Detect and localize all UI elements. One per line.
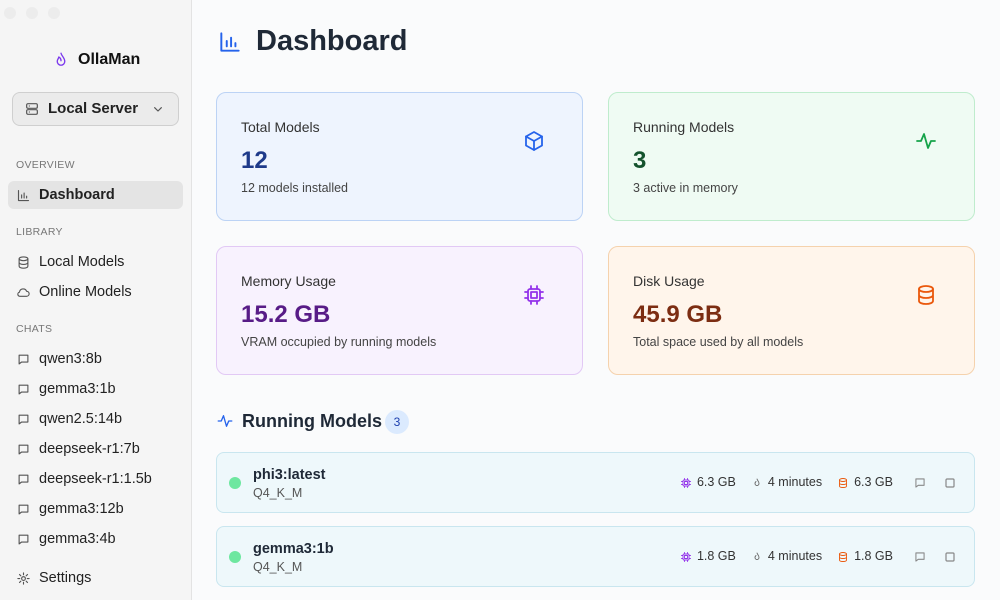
model-meta: 1.8 GB 4 minutes 1.8 GB bbox=[681, 549, 893, 563]
chat-icon bbox=[18, 534, 28, 544]
settings-link[interactable]: Settings bbox=[39, 570, 92, 586]
meta-size: 1.8 GB bbox=[854, 549, 893, 563]
meta-item: 4 minutes bbox=[752, 475, 822, 489]
nav-item[interactable]: gemma3:12b bbox=[39, 501, 124, 517]
nav-item[interactable]: gemma3:1b bbox=[39, 381, 116, 397]
nav-item[interactable]: qwen3:8b bbox=[39, 351, 102, 367]
stat-label: Total Models bbox=[241, 119, 320, 135]
chat-icon bbox=[915, 478, 925, 488]
chat-icon bbox=[18, 474, 28, 484]
meta-item: 6.3 GB bbox=[681, 475, 736, 489]
chat-icon bbox=[915, 552, 925, 562]
cube-icon bbox=[525, 131, 543, 151]
stat-value: 3 bbox=[633, 147, 647, 174]
nav-item[interactable]: Online Models bbox=[39, 284, 132, 300]
clock-icon bbox=[754, 478, 760, 486]
stat-value: 12 bbox=[241, 147, 268, 174]
count-badge: 3 bbox=[385, 410, 409, 434]
section-title: OVERVIEW bbox=[16, 159, 75, 171]
chev-icon bbox=[154, 107, 162, 112]
window-control[interactable] bbox=[26, 7, 38, 19]
pulse-icon bbox=[217, 415, 233, 427]
nav-item[interactable]: deepseek-r1:1.5b bbox=[39, 471, 152, 487]
stat-label: Disk Usage bbox=[633, 273, 705, 289]
stat-note: Total space used by all models bbox=[633, 335, 804, 349]
square-icon bbox=[945, 552, 955, 562]
model-quant: Q4_K_M bbox=[253, 560, 303, 574]
stat-note: 12 models installed bbox=[241, 181, 349, 195]
stat-label: Running Models bbox=[633, 119, 735, 135]
chat-icon bbox=[18, 504, 28, 514]
stat-note: 3 active in memory bbox=[633, 181, 738, 195]
meta-item: 4 minutes bbox=[752, 549, 822, 563]
meta-item: 6.3 GB bbox=[838, 475, 893, 489]
meta-vram: 1.8 GB bbox=[696, 549, 736, 563]
section-title: LIBRARY bbox=[16, 226, 63, 238]
section-heading: Running Models bbox=[242, 411, 382, 431]
db-icon bbox=[839, 478, 848, 488]
stat-value: 15.2 GB bbox=[241, 301, 331, 328]
chat-icon bbox=[18, 354, 28, 364]
nav-item[interactable]: deepseek-r1:7b bbox=[39, 441, 140, 457]
nav-item[interactable]: Local Models bbox=[39, 254, 125, 270]
nav-item[interactable]: qwen2.5:14b bbox=[39, 411, 123, 427]
model-meta: 6.3 GB 4 minutes 6.3 GB bbox=[681, 475, 893, 489]
gear-icon bbox=[16, 571, 30, 585]
chart-icon bbox=[17, 189, 29, 201]
cloud-icon bbox=[16, 287, 30, 297]
clock-icon bbox=[754, 552, 760, 560]
stat-card bbox=[216, 246, 583, 375]
chat-icon bbox=[18, 444, 28, 454]
chat-icon bbox=[18, 414, 28, 424]
flame-icon bbox=[56, 52, 66, 66]
app-name: OllaMan bbox=[78, 51, 141, 68]
chip-icon bbox=[681, 478, 691, 488]
window-control[interactable] bbox=[4, 7, 16, 19]
chart-icon bbox=[220, 32, 240, 52]
meta-expires: 4 minutes bbox=[767, 549, 823, 563]
stat-label: Memory Usage bbox=[241, 273, 336, 289]
window-control[interactable] bbox=[48, 7, 60, 19]
model-row bbox=[216, 452, 975, 513]
section-title: CHATS bbox=[16, 323, 53, 335]
chat-icon bbox=[18, 384, 28, 394]
stat-card bbox=[216, 92, 583, 221]
db-icon bbox=[18, 255, 28, 269]
stat-value: 45.9 GB bbox=[633, 301, 723, 328]
stat-card bbox=[608, 246, 975, 375]
chip-icon bbox=[524, 285, 544, 305]
stat-card bbox=[608, 92, 975, 221]
status-dot bbox=[229, 551, 241, 563]
nav-item-active[interactable] bbox=[8, 181, 183, 209]
model-row bbox=[216, 526, 975, 587]
stat-note: VRAM occupied by running models bbox=[241, 335, 437, 349]
chip-icon bbox=[681, 552, 691, 562]
meta-size: 6.3 GB bbox=[854, 475, 893, 489]
db-icon bbox=[839, 552, 848, 562]
model-quant: Q4_K_M bbox=[253, 486, 303, 500]
page-title: Dashboard bbox=[256, 25, 408, 57]
db-icon bbox=[918, 285, 934, 305]
pulse-icon bbox=[916, 133, 936, 149]
server-icon bbox=[26, 103, 38, 115]
meta-vram: 6.3 GB bbox=[696, 475, 736, 489]
nav-item[interactable]: Dashboard bbox=[39, 187, 115, 203]
status-dot bbox=[229, 477, 241, 489]
meta-item: 1.8 GB bbox=[681, 549, 736, 563]
server-label[interactable]: Local Server bbox=[48, 100, 139, 117]
meta-expires: 4 minutes bbox=[767, 475, 823, 489]
meta-item: 1.8 GB bbox=[838, 549, 893, 563]
nav-item[interactable]: gemma3:4b bbox=[39, 531, 116, 547]
model-name: phi3:latest bbox=[253, 467, 326, 483]
model-name: gemma3:1b bbox=[253, 541, 334, 557]
square-icon bbox=[945, 478, 955, 488]
server-selector[interactable] bbox=[12, 92, 179, 126]
